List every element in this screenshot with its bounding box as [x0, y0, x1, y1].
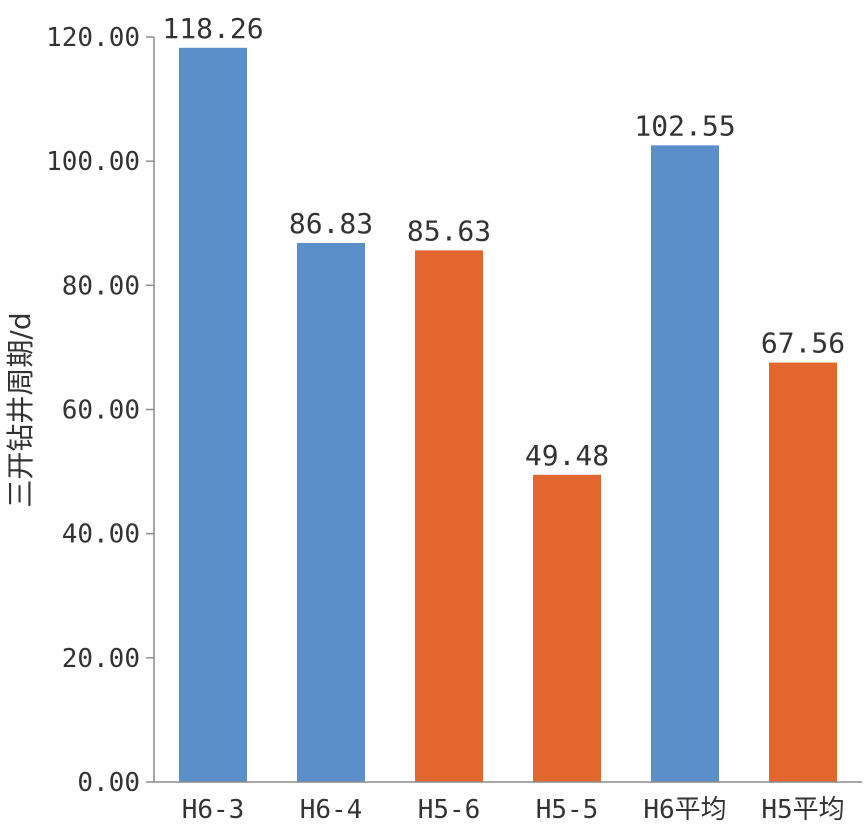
- bar: [769, 362, 837, 782]
- category-label: H5-6: [418, 795, 481, 825]
- data-label: 85.63: [407, 214, 491, 247]
- y-tick-label: 40.00: [62, 520, 140, 550]
- data-label: 118.26: [162, 12, 263, 45]
- bar: [297, 242, 365, 782]
- y-tick-labels: 0.00 20.00 40.00 60.00 80.00 100.00 120.00: [46, 23, 154, 798]
- y-tick-label: 80.00: [62, 271, 140, 301]
- data-label: 67.56: [761, 327, 845, 360]
- category-label: H5平均: [761, 795, 844, 825]
- y-axis-title-group: 三开钻井周期/d: [4, 312, 37, 507]
- y-tick-label: 100.00: [46, 147, 140, 177]
- category-labels: H6-3 H6-4 H5-6 H5-5 H6平均 H5平均: [182, 795, 845, 825]
- y-axis-title: 三开钻井周期/d: [4, 312, 37, 507]
- bar: [533, 474, 601, 782]
- y-tick-label: 120.00: [46, 23, 140, 53]
- y-tick-label: 20.00: [62, 644, 140, 674]
- category-label: H6-4: [300, 795, 363, 825]
- bar: [179, 47, 247, 783]
- y-tick-label: 0.00: [77, 768, 140, 798]
- bar: [415, 250, 483, 782]
- category-label: H6平均: [643, 795, 726, 825]
- bars: [179, 47, 837, 783]
- y-tick-label: 60.00: [62, 396, 140, 426]
- data-label: 49.48: [525, 439, 609, 472]
- data-label: 86.83: [289, 207, 373, 240]
- bar: [651, 145, 719, 782]
- category-label: H6-3: [182, 795, 245, 825]
- data-labels: 118.26 86.83 85.63 49.48 102.55 67.56: [162, 12, 845, 472]
- category-label: H5-5: [536, 795, 599, 825]
- data-label: 102.55: [634, 109, 735, 142]
